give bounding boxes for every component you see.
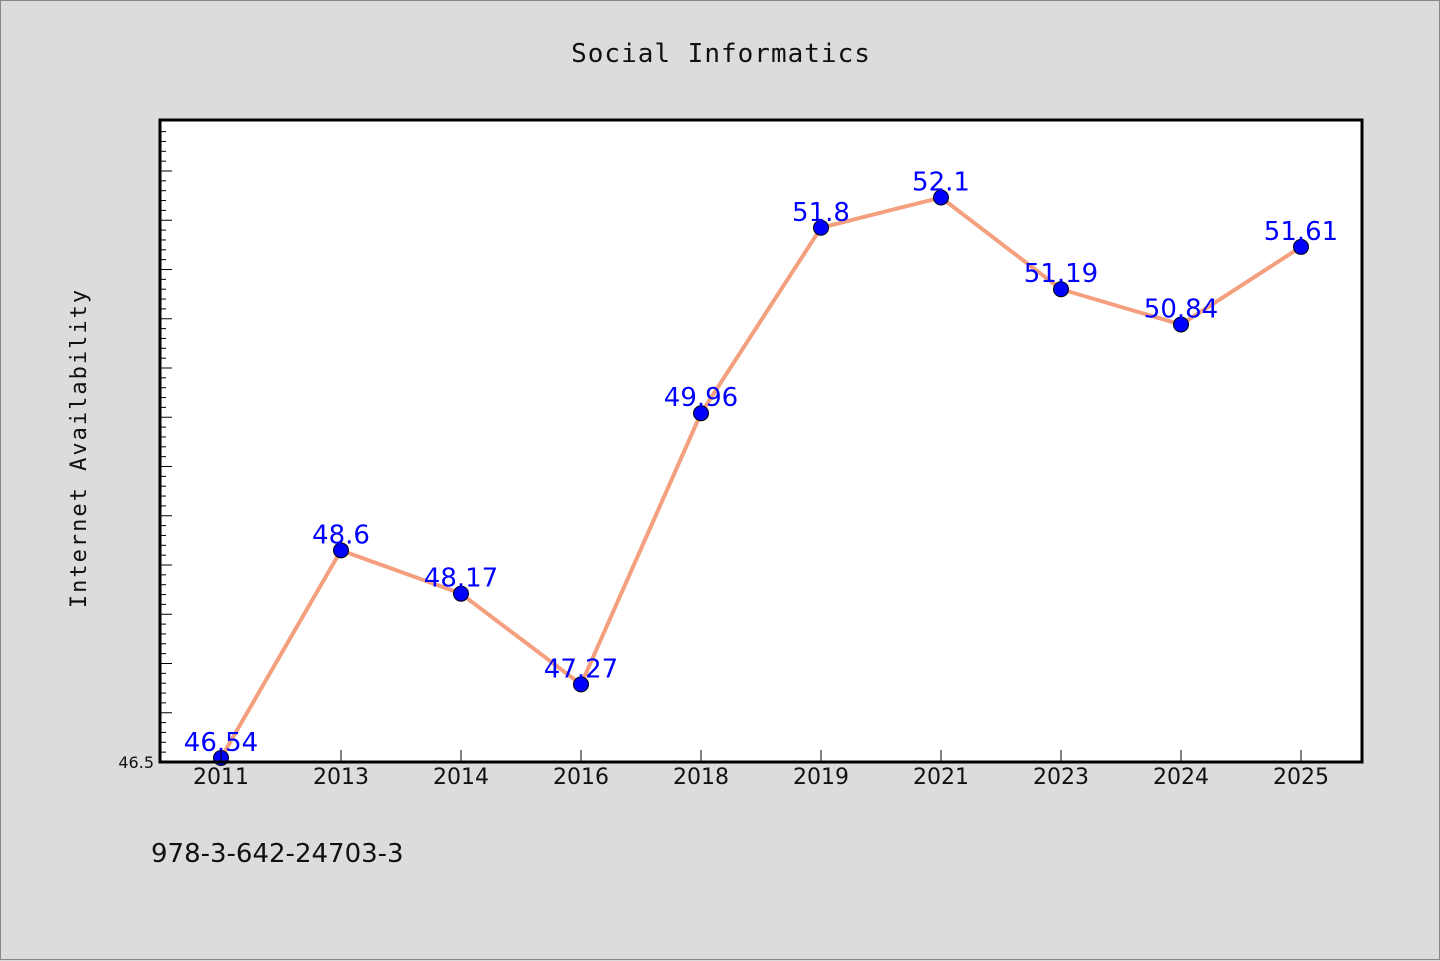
data-point — [1053, 281, 1069, 298]
y-axis-label: Internet Availability — [67, 288, 92, 608]
isbn-text: 978-3-642-24703-3 — [151, 839, 404, 869]
data-label: 50.84 — [1144, 295, 1218, 325]
data-point — [1293, 238, 1309, 255]
data-point — [333, 542, 349, 559]
x-tick-label: 2025 — [1273, 765, 1329, 790]
data-label: 51.19 — [1024, 259, 1098, 289]
data-label: 47.27 — [544, 654, 618, 684]
x-tick-label: 2018 — [673, 765, 729, 790]
data-point — [453, 585, 469, 602]
series-markers — [213, 189, 1309, 766]
series-line — [219, 195, 1303, 759]
x-tick-label: 2023 — [1033, 765, 1089, 790]
y-tick-label: 46.5 — [118, 753, 154, 772]
plot-area — [160, 120, 1362, 762]
x-tick-label: 2021 — [913, 765, 969, 790]
data-point — [1173, 316, 1189, 333]
data-label: 48.6 — [312, 520, 370, 550]
data-label: 51.61 — [1264, 217, 1338, 247]
data-point — [813, 219, 829, 236]
data-label: 49.96 — [664, 383, 738, 413]
data-label: 52.1 — [912, 168, 970, 198]
x-tick-label: 2013 — [313, 765, 369, 790]
data-point — [693, 405, 709, 422]
x-axis: 2011 2013 2014 2016 2018 2019 2021 2023 2024 2025 — [193, 750, 1329, 790]
data-labels: 46.5448.648.1747.2749.9651.852.151.1950.… — [184, 168, 1338, 758]
x-tick-label: 2019 — [793, 765, 849, 790]
plot-border — [158, 118, 1364, 764]
x-tick-label: 2024 — [1153, 765, 1209, 790]
x-tick-label: 2011 — [193, 765, 249, 790]
x-tick-label: 2016 — [553, 765, 609, 790]
data-label: 48.17 — [424, 564, 498, 594]
chart-title: Social Informatics — [571, 39, 871, 69]
data-point — [933, 189, 949, 206]
data-point — [573, 676, 589, 693]
data-label: 51.8 — [792, 198, 850, 228]
x-tick-label: 2014 — [433, 765, 489, 790]
